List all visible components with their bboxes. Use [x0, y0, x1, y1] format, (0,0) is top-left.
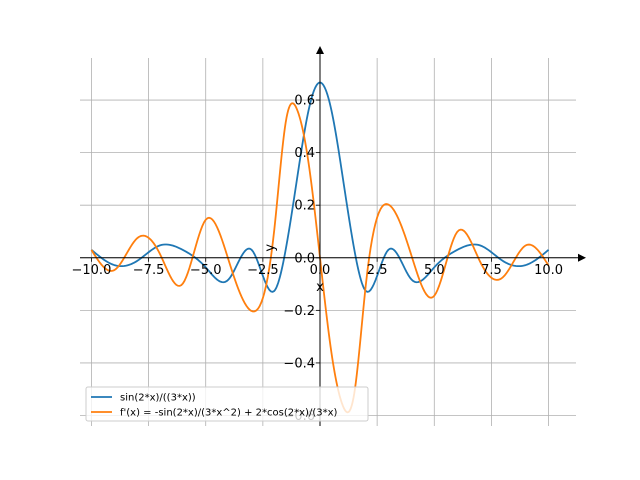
x-tick-label: −10.0 [72, 263, 112, 278]
x-tick-label: 0.0 [310, 263, 331, 278]
x-tick-label: −7.5 [133, 263, 165, 278]
y-tick-label: 0.2 [294, 199, 315, 214]
x-tick-label: −2.5 [247, 263, 279, 278]
x-tick-label: 7.5 [481, 263, 502, 278]
x-tick-label: 2.5 [367, 263, 388, 278]
y-tick-label: 0.0 [294, 251, 315, 266]
legend-label-1: sin(2*x)/((3*x)) [120, 393, 196, 404]
y-tick-label: 0.6 [294, 94, 315, 109]
tick-labels: −10.0−7.5−5.0−2.50.02.55.07.510.0−0.6−0.… [72, 94, 564, 424]
x-axis-label: x [316, 280, 324, 295]
y-tick-label: 0.4 [294, 146, 315, 161]
y-axis-label: y [263, 244, 278, 252]
y-tick-label: −0.2 [283, 304, 315, 319]
y-axis-arrow [316, 46, 324, 54]
y-tick-label: −0.4 [283, 356, 315, 371]
x-tick-label: 5.0 [424, 263, 445, 278]
legend-box [85, 386, 369, 422]
x-tick-label: 10.0 [534, 263, 563, 278]
legend: sin(2*x)/((3*x)) f'(x) = -sin(2*x)/(3*x^2… [85, 386, 369, 422]
legend-label-2: f'(x) = -sin(2*x)/(3*x^2) + 2*cos(2*x)/(… [120, 408, 337, 419]
x-axis-arrow [578, 253, 586, 262]
grid [80, 58, 576, 426]
axes [80, 46, 586, 426]
x-tick-label: −5.0 [190, 263, 222, 278]
